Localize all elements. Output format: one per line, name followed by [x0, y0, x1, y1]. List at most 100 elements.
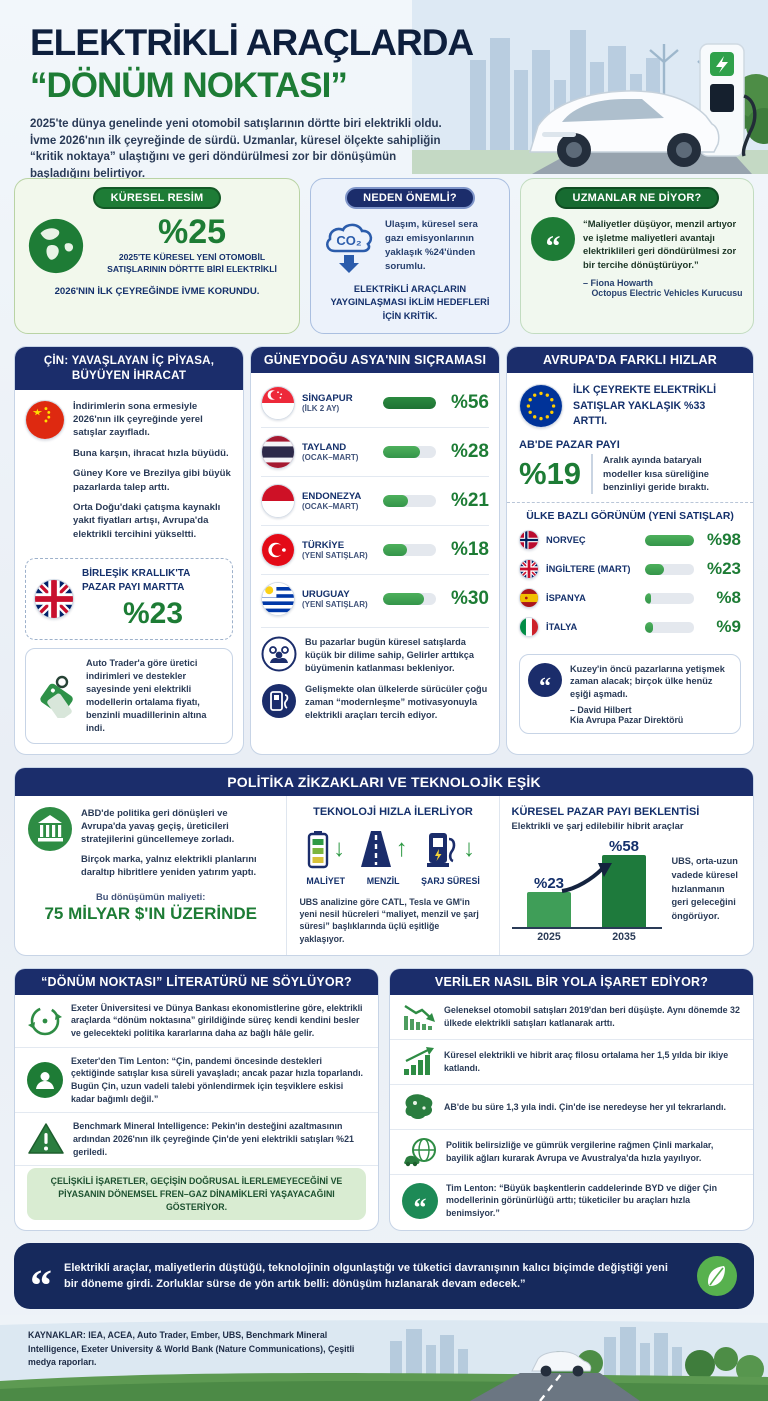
- global-share-caption: 2025'TE KÜRESEL YENİ OTOMOBİL SATIŞLARIN…: [107, 252, 277, 274]
- closing-quote-band: “ Elektrikli araçlar, maliyetlerin düştü…: [14, 1243, 754, 1310]
- flag-uruguay-icon: [261, 582, 295, 617]
- policy-section: POLİTİKA ZİKZAKLARI VE TEKNOLOJİK EŞİK A…: [14, 766, 754, 956]
- quote-icon: “: [531, 217, 575, 262]
- policy-cost-label: Bu dönüşümün maliyeti:: [96, 891, 206, 903]
- forecast-bar-2035: %58: [602, 837, 647, 927]
- europe-card-title: AVRUPA'DA FARKLI HIZLAR: [507, 347, 753, 374]
- growth-arrow-icon: [561, 862, 612, 893]
- policy-left-column: ABD'de politika geri dönüşleri ve Avrupa…: [15, 796, 286, 955]
- bar-fill: [645, 592, 652, 604]
- flag-indonesia-icon: [261, 484, 295, 519]
- flag-spain-icon: [519, 588, 539, 609]
- literature-item-2: Exeter'den Tim Lenton: “Çin, pandemi önc…: [15, 1048, 378, 1114]
- bar-value: %21: [450, 490, 489, 512]
- footer: KAYNAKLAR: IEA, ACEA, Auto Trader, Ember…: [0, 1315, 768, 1401]
- flag-turkey-icon: [261, 533, 295, 568]
- forecast-note: UBS, orta-uzun vadede küresel hızlanmanı…: [671, 856, 738, 922]
- flag-norway-icon: [519, 530, 539, 551]
- card-global-picture: KÜRESEL RESİM %25 2025'TE KÜRESEL YENİ O…: [14, 178, 300, 335]
- market-row-uruguay: URUGUAY (YENİ SATIŞLAR) %30: [261, 575, 489, 623]
- uk-label-1: BİRLEŞİK KRALLIK'TA: [82, 568, 191, 580]
- flag-thailand-icon: [261, 435, 295, 470]
- bar-fill: [383, 593, 425, 606]
- country-label: ENDONEZYA: [302, 491, 362, 503]
- flag-uk-icon: [34, 579, 74, 620]
- country-label: İNGİLTERE (MART): [546, 564, 631, 575]
- card-china: ÇİN: YAVAŞLAYAN İÇ PİYASA, BÜYÜYEN İHRAC…: [14, 346, 244, 755]
- card-data-signals: VERİLER NASIL BİR YOLA İŞARET EDİYOR? Ge…: [389, 967, 754, 1232]
- people-icon: [261, 636, 297, 672]
- bar-value: %8: [716, 588, 741, 608]
- china-paragraph: Orta Doğu'daki çatışma kaynaklı yakıt fi…: [73, 502, 221, 540]
- country-label: TAYLAND: [302, 442, 347, 454]
- signals-item-5: “ Tim Lenton: “Büyük başkentlerin caddel…: [390, 1175, 753, 1227]
- bar-fill: [383, 544, 407, 557]
- autotrader-note-box: $ Auto Trader'a göre üretici indirimleri…: [25, 648, 233, 744]
- policy-title: POLİTİKA ZİKZAKLARI VE TEKNOLOJİK EŞİK: [15, 767, 753, 796]
- forecast-bar-2025: %23: [527, 837, 572, 927]
- signals-item-3: AB'de bu süre 1,3 yıla indi. Çin'de ise …: [390, 1085, 753, 1130]
- signals-item-2: Küresel elektrikli ve hibrit araç filosu…: [390, 1040, 753, 1085]
- bar-track: [383, 544, 436, 557]
- country-label: İTALYA: [546, 622, 578, 633]
- period-label: (YENİ SATIŞLAR): [302, 600, 368, 610]
- badge-global: KÜRESEL RESİM: [92, 187, 222, 209]
- expert-author-title: Octopus Electric Vehicles Kurucusu: [591, 287, 743, 298]
- country-row-spain: İSPANYA %8: [519, 584, 741, 613]
- hero-ev-illustration: [412, 0, 768, 174]
- bar-value: %56: [450, 392, 489, 414]
- card-southeast-asia: GÜNEYDOĞU ASYA'NIN SIÇRAMASI SİNGAPUR (İ…: [250, 346, 500, 755]
- intro-paragraph: 2025'te dünya genelinde yeni otomobil sa…: [30, 118, 442, 181]
- charging-pump-icon: [426, 832, 456, 867]
- signals-item-1: Geleneksel otomobil satışları 2019'dan b…: [390, 995, 753, 1040]
- europe-quote-box: “ Kuzey'in öncü pazarlarına yetişmek zam…: [519, 653, 741, 735]
- leaf-icon: [697, 1256, 737, 1297]
- rising-chart-icon: [404, 1046, 434, 1075]
- sea-card-title: GÜNEYDOĞU ASYA'NIN SIÇRAMASI: [251, 347, 499, 374]
- battery-icon: [307, 830, 329, 868]
- eu-share-note: Aralık ayında bataryalı modeller kısa sü…: [591, 454, 741, 494]
- card-experts: UZMANLAR NE DİYOR? “ “Maliyetler düşüyor…: [520, 178, 754, 335]
- flag-eu-icon: [519, 384, 563, 429]
- market-row-thailand: TAYLAND (OCAK–MART) %28: [261, 428, 489, 478]
- page-title-line1: ELEKTRİKLİ ARAÇLARDA: [30, 22, 474, 63]
- forecast-bar-chart: %23 %58: [511, 837, 662, 929]
- policy-paragraph-2: Birçok marka, yalnız elektrikli planları…: [81, 853, 257, 878]
- europe-quote-author: – David Hilbert: [570, 705, 632, 716]
- forecast-subtitle: Elektrikli ve şarj edilebilir hibrit ara…: [511, 819, 684, 831]
- card-why-important: NEDEN ÖNEMLİ? CO₂ Ulaşım, küresel sera g…: [310, 178, 510, 335]
- market-row-turkey: TÜRKİYE (YENİ SATIŞLAR) %18: [261, 526, 489, 576]
- header: ELEKTRİKLİ ARAÇLARDA “DÖNÜM NOKTASI” 202…: [0, 0, 768, 180]
- period-label: (OCAK–MART): [302, 453, 359, 463]
- bar-value: %28: [450, 441, 489, 463]
- country-row-italy: İTALYA %9: [519, 613, 741, 642]
- tech-note: UBS analizine göre CATL, Tesla ve GM'in …: [299, 896, 479, 944]
- bar-track: [645, 534, 694, 546]
- road-icon: [360, 830, 391, 867]
- bar-fill: [645, 563, 665, 575]
- ev-car: [528, 90, 720, 167]
- period-label: (YENİ SATIŞLAR): [302, 551, 368, 561]
- analysis-cards-row: “DÖNÜM NOKTASI” LİTERATÜRÜ NE SÖYLÜYOR? …: [14, 967, 754, 1232]
- flag-uk-icon: [519, 559, 539, 580]
- forecast-year-2035: 2035: [612, 930, 636, 943]
- sea-note-1: Bu pazarlar bugün küresel satışlarda küç…: [261, 627, 489, 683]
- china-paragraph: Güney Kore ve Brezilya gibi büyük pazarl…: [73, 468, 231, 493]
- card-europe: AVRUPA'DA FARKLI HIZLAR İLK ÇEYREKTE ELE…: [506, 346, 754, 755]
- price-tag-icon: $: [40, 675, 73, 718]
- tech-item-charge-time: ↓ ŞARJ SÜRESİ: [421, 826, 480, 886]
- summary-cards-row: KÜRESEL RESİM %25 2025'TE KÜRESEL YENİ O…: [14, 178, 754, 335]
- declining-chart-icon: [404, 1004, 435, 1030]
- eu-share-label: AB'DE PAZAR PAYI: [519, 439, 620, 452]
- signals-title: VERİLER NASIL BİR YOLA İŞARET EDİYOR?: [390, 968, 753, 995]
- country-label: SİNGAPUR: [302, 393, 353, 405]
- policy-tech-column: TEKNOLOJİ HIZLA İLERLİYOR ↓ MALİYET: [286, 795, 498, 955]
- bar-fill: [383, 397, 436, 410]
- closing-quote-text: Elektrikli araçlar, maliyetlerin düştüğü…: [64, 1261, 668, 1291]
- globe-car-icon: [404, 1137, 436, 1167]
- ev-charger-icon: [262, 684, 296, 719]
- uk-label-2: PAZAR PAYI MARTTA: [82, 582, 185, 594]
- tech-item-range: ↑ MENZİL: [359, 826, 408, 886]
- bar-fill: [645, 534, 694, 546]
- europe-quote-author-title: Kia Avrupa Pazar Direktörü: [570, 715, 684, 726]
